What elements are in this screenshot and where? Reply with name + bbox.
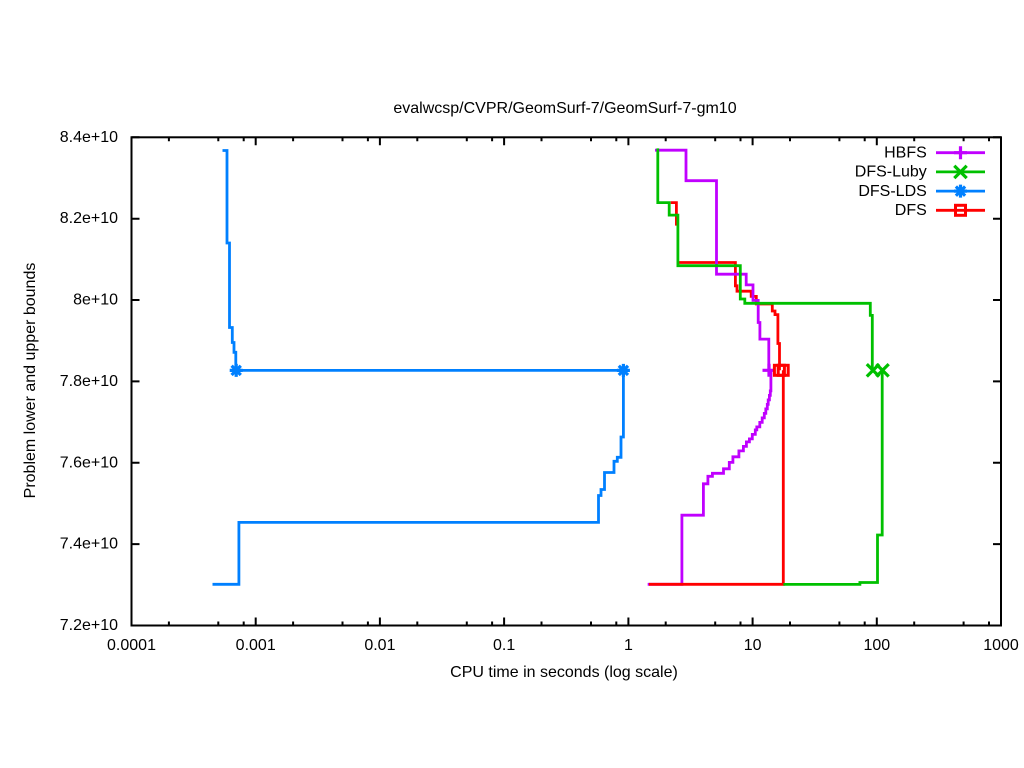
svg-text:7.8e+10: 7.8e+10 xyxy=(60,373,118,390)
svg-text:DFS-Luby: DFS-Luby xyxy=(855,164,927,181)
svg-text:10: 10 xyxy=(744,637,762,654)
svg-text:8.2e+10: 8.2e+10 xyxy=(60,210,118,227)
svg-text:0.1: 0.1 xyxy=(493,637,515,654)
svg-text:100: 100 xyxy=(863,637,890,654)
svg-text:8.4e+10: 8.4e+10 xyxy=(60,129,118,146)
svg-text:HBFS: HBFS xyxy=(884,145,927,162)
svg-text:0.0001: 0.0001 xyxy=(107,637,156,654)
svg-text:8e+10: 8e+10 xyxy=(73,292,118,309)
svg-text:1000: 1000 xyxy=(983,637,1019,654)
svg-text:0.01: 0.01 xyxy=(364,637,395,654)
svg-text:evalwcsp/CVPR/GeomSurf-7/GeomS: evalwcsp/CVPR/GeomSurf-7/GeomSurf-7-gm10 xyxy=(393,100,736,117)
svg-text:0.001: 0.001 xyxy=(236,637,276,654)
svg-text:DFS-LDS: DFS-LDS xyxy=(858,183,926,200)
svg-text:7.4e+10: 7.4e+10 xyxy=(60,536,118,553)
svg-text:Problem lower and upper bounds: Problem lower and upper bounds xyxy=(22,263,39,499)
svg-text:CPU time in seconds (log scale: CPU time in seconds (log scale) xyxy=(450,664,678,681)
svg-text:7.6e+10: 7.6e+10 xyxy=(60,454,118,471)
svg-text:1: 1 xyxy=(624,637,633,654)
svg-text:7.2e+10: 7.2e+10 xyxy=(60,617,118,634)
svg-text:DFS: DFS xyxy=(895,202,927,219)
